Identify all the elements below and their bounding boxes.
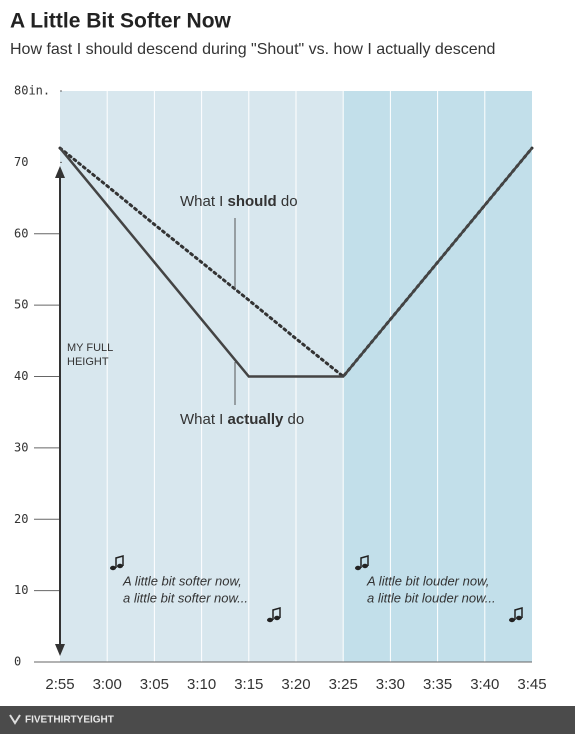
x-tick-label: 3:25 [329,676,358,693]
y-tick-label: 10 [14,583,28,597]
x-tick-label: 3:30 [376,676,405,693]
x-tick-label: 3:20 [281,676,310,693]
annotation: MY FULL [67,342,113,354]
y-tick-label: 30 [14,440,28,454]
music-notes [110,555,523,623]
x-tick-label: 3:15 [234,676,263,693]
y-tick-label: 40 [14,369,28,383]
footer-bar [0,706,575,734]
annotation-part: actually [228,411,285,428]
x-tick-label: 3:45 [517,676,546,693]
lyric: a little bit louder now... [367,590,496,605]
y-tick-label: 70 [14,155,28,169]
logo [9,714,21,725]
y-tick-label: 80in. [14,84,50,98]
lyric: A little bit louder now, [366,573,489,588]
lyric: A little bit softer now, [122,573,242,588]
annotation-part: What I [180,193,228,210]
annotation-part: do [277,193,298,210]
chart-title: A Little Bit Softer Now [10,10,232,33]
lyric: a little bit softer now... [123,590,248,605]
height-arrow [55,166,65,656]
annotation: HEIGHT [67,356,109,368]
x-tick-label: 2:55 [45,676,74,693]
annotation-part: should [228,193,277,210]
x-tick-label: 3:40 [470,676,499,693]
annotation-part: What I [180,411,228,428]
x-tick-label: 3:00 [93,676,122,693]
annotation: What I actually do [180,411,304,428]
y-tick-label: 20 [14,512,28,526]
x-tick-label: 3:10 [187,676,216,693]
y-tick-label: 0 [14,655,21,669]
annotation: What I should do [180,193,298,210]
x-tick-label: 3:35 [423,676,452,693]
y-tick-label: 50 [14,298,28,312]
footer-text: FIVETHIRTYEIGHT [25,715,114,726]
x-tick-label: 3:05 [140,676,169,693]
y-tick-label: 60 [14,226,28,240]
plot: 0 10 20 30 40 50 60 70 80in. 2:55 3:00 3:05 3:10 3:15… [14,84,547,693]
chart-subtitle: How fast I should descend during "Shout"… [10,41,495,58]
series-line [59,147,533,378]
annotation-part: do [283,411,304,428]
